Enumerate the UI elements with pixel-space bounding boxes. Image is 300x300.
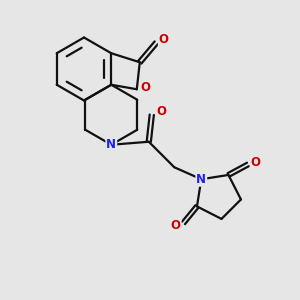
Text: N: N: [196, 173, 206, 186]
Text: O: O: [251, 155, 261, 169]
Text: N: N: [106, 138, 116, 151]
Text: O: O: [171, 219, 181, 232]
Text: O: O: [159, 33, 169, 46]
Text: O: O: [141, 81, 151, 94]
Text: O: O: [156, 105, 167, 118]
